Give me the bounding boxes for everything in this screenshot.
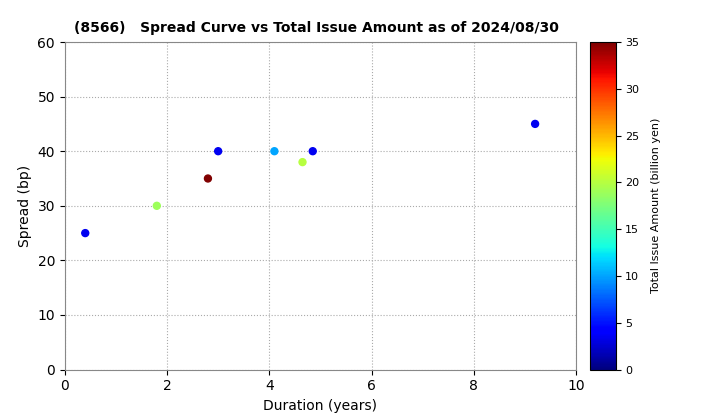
Point	[269, 148, 280, 155]
Y-axis label: Total Issue Amount (billion yen): Total Issue Amount (billion yen)	[651, 118, 660, 294]
Point	[212, 148, 224, 155]
Point	[202, 175, 214, 182]
X-axis label: Duration (years): Duration (years)	[264, 399, 377, 413]
Point	[297, 159, 308, 165]
Point	[307, 148, 318, 155]
Point	[529, 121, 541, 127]
Text: (8566)   Spread Curve vs Total Issue Amount as of 2024/08/30: (8566) Spread Curve vs Total Issue Amoun…	[74, 21, 559, 35]
Y-axis label: Spread (bp): Spread (bp)	[18, 165, 32, 247]
Point	[151, 202, 163, 209]
Point	[79, 230, 91, 236]
